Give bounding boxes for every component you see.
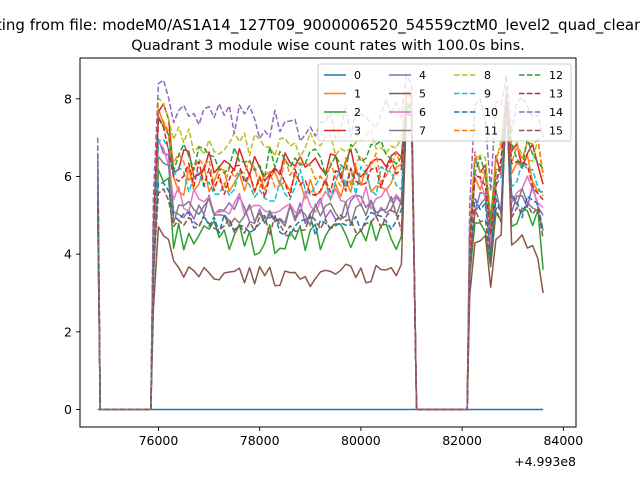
y-tick-label: 0 [64,402,72,417]
axes-frame [79,57,577,428]
legend-label: 13 [549,88,563,101]
legend-label: 8 [484,69,491,82]
series-line-9 [96,98,544,411]
legend-label: 4 [419,69,426,82]
x-tick-label: 80000 [341,433,381,448]
series-line-2 [96,98,544,411]
legend-label: 11 [484,125,498,138]
y-tick-label: 4 [64,247,72,262]
x-tick-label: 78000 [240,433,280,448]
series-line-11 [96,90,544,411]
legend-label: 6 [419,106,426,119]
legend-label: 5 [419,88,426,101]
series-line-12 [96,94,544,411]
legend-label: 14 [549,106,563,119]
series-line-7 [96,98,544,411]
y-axis: 0 2 4 6 8 [64,91,80,417]
series-line-15 [96,98,544,411]
x-tick-label: 84000 [543,433,583,448]
legend-label: 12 [549,69,563,82]
legend-label: 1 [354,88,361,101]
legend-label: 0 [354,69,361,82]
legend-label: 10 [484,106,498,119]
y-tick-label: 8 [64,91,72,106]
series-line-13 [96,98,544,411]
x-offset-label: +4.993e8 [514,454,576,469]
series-line-3 [96,94,544,411]
series-line-6 [96,94,544,411]
legend-label: 2 [354,106,361,119]
series-line-4 [96,94,544,411]
legend-label: 3 [354,125,361,138]
y-tick-label: 2 [64,324,72,339]
y-tick-label: 6 [64,169,72,184]
axes-title: Quadrant 3 module wise count rates with … [131,38,525,54]
series-line-5 [96,86,544,411]
legend-label: 9 [484,88,491,101]
legend-box [317,63,572,142]
series-line-1 [96,98,544,411]
x-axis: 76000 78000 80000 82000 84000 [139,427,583,448]
legend-label: 7 [419,125,426,138]
figure-suptitle: Plotting from file: modeM0/AS1A14_127T09… [0,16,640,35]
series-line-8 [96,91,544,411]
x-tick-label: 76000 [139,433,179,448]
x-tick-label: 82000 [442,433,482,448]
legend-label: 15 [549,125,563,138]
